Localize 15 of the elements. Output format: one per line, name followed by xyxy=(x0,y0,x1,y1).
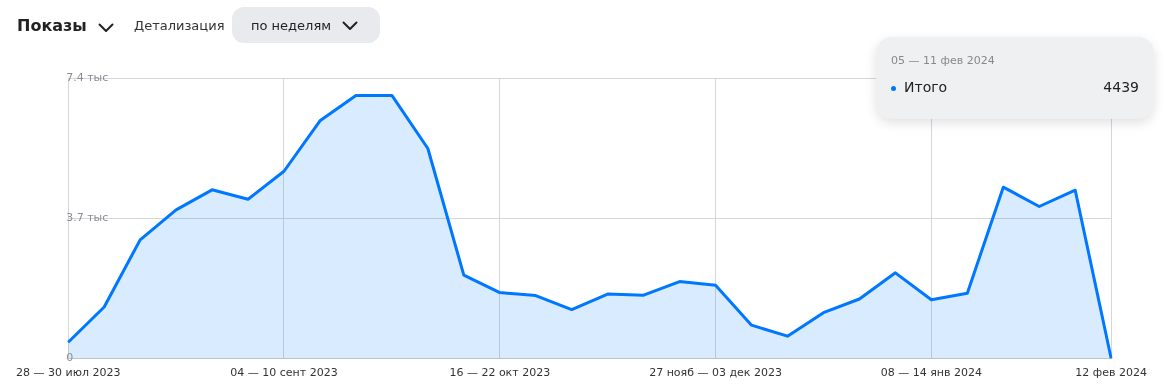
chart-title: Показы xyxy=(17,16,87,35)
x-tick-label: 08 — 14 янв 2024 xyxy=(880,365,982,379)
y-tick-label: 7.4 тыс xyxy=(66,70,109,84)
y-tick-label: 0 xyxy=(66,351,74,365)
tooltip-card: 05 — 11 фев 2024 Итого 4439 xyxy=(876,37,1154,119)
x-tick-label: 27 нояб — 03 дек 2023 xyxy=(649,365,782,379)
x-tick-label: 16 — 22 окт 2023 xyxy=(449,365,551,379)
y-tick-label: 3.7 тыс xyxy=(66,211,109,225)
annotation: 4439 xyxy=(1103,79,1139,95)
x-tick-label: 28 — 30 июл 2023 xyxy=(16,365,121,379)
x-tick-label: 04 — 10 сент 2023 xyxy=(230,365,338,379)
text: Детализация xyxy=(134,18,225,33)
text: по неделям xyxy=(251,18,332,33)
legend-label: Итого xyxy=(904,79,948,95)
x-tick-label: 12 фев 2024 xyxy=(1075,365,1147,379)
